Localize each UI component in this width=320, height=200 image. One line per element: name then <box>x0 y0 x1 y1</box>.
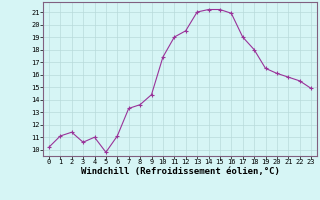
X-axis label: Windchill (Refroidissement éolien,°C): Windchill (Refroidissement éolien,°C) <box>81 167 279 176</box>
